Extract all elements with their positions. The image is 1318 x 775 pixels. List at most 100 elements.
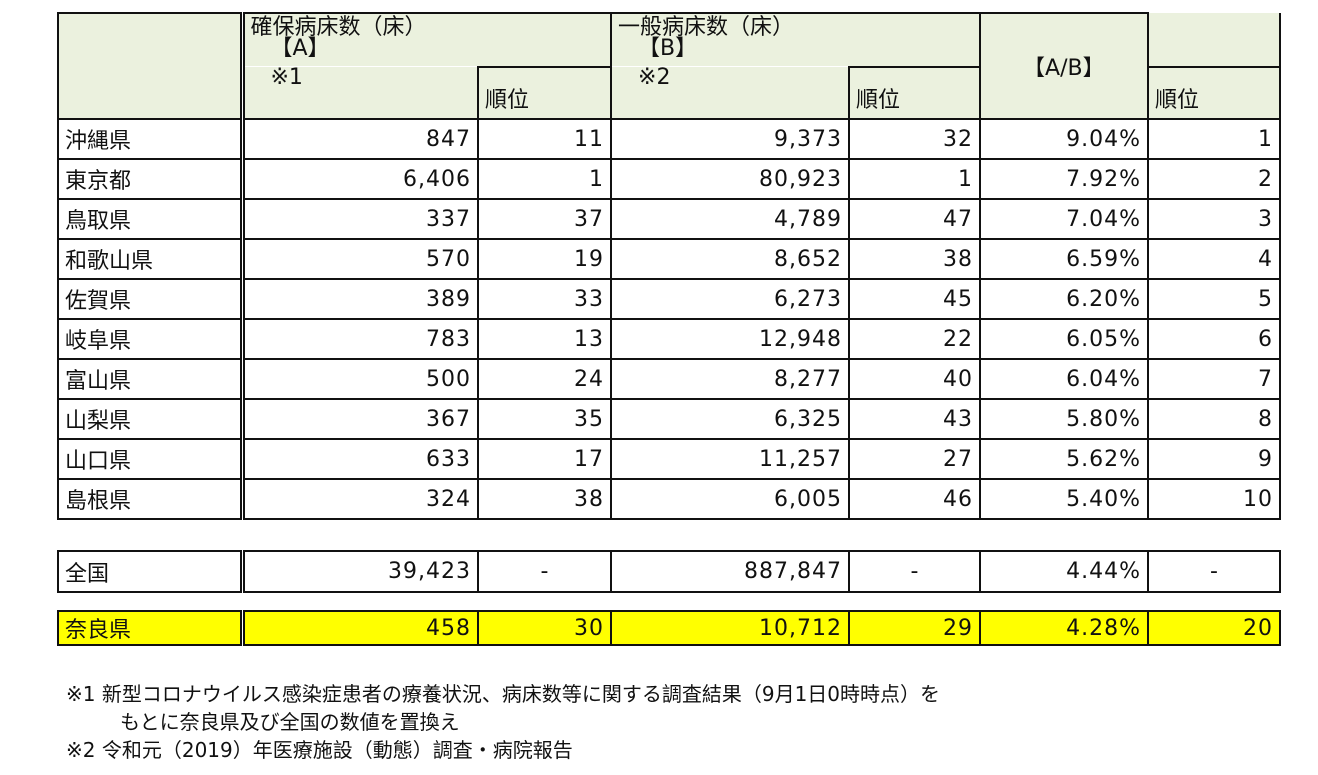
secured-rank: 35: [476, 398, 613, 440]
general-beds: 11,257: [610, 438, 851, 480]
secured-rank: 17: [476, 438, 613, 480]
table-row: 山梨県 367 35 6,325 43 5.80% 8: [57, 398, 1282, 440]
secured-rank: 13: [476, 318, 613, 360]
header-general-beds: 一般病床数（床） 【B】: [610, 12, 982, 67]
secured-beds: 570: [241, 238, 479, 280]
header-general-rank: 順位: [848, 66, 982, 120]
general-rank: 27: [848, 438, 982, 480]
general-beds: 12,948: [610, 318, 851, 360]
national-ratio: 4.44%: [979, 550, 1149, 593]
table-row: 島根県 324 38 6,005 46 5.40% 10: [57, 478, 1282, 520]
national-table: 全国 39,423 - 887,847 - 4.44% -: [57, 550, 1281, 593]
ratio-rank: 4: [1147, 238, 1282, 280]
secured-rank: 19: [476, 238, 613, 280]
national-row: 全国 39,423 - 887,847 - 4.44% -: [57, 550, 1281, 593]
national-secured-beds: 39,423: [241, 550, 479, 593]
pref-name: 富山県: [57, 358, 245, 400]
secured-rank: 33: [476, 278, 613, 320]
pref-name: 佐賀県: [57, 278, 245, 320]
nara-general-rank: 29: [848, 610, 981, 646]
nara-ratio-rank: 20: [1147, 610, 1281, 646]
header-ratio-rank: 順位: [1147, 66, 1282, 120]
general-rank: 43: [848, 398, 982, 440]
secured-beds: 389: [241, 278, 479, 320]
header-secured-beds: 確保病床数（床） 【A】: [240, 12, 613, 67]
footnote-1-continued: もとに奈良県及び全国の数値を置換え: [120, 710, 460, 734]
pref-name: 東京都: [57, 158, 245, 200]
ratio: 6.05%: [979, 318, 1150, 360]
general-beds: 80,923: [610, 158, 851, 200]
national-ratio-rank: -: [1147, 550, 1281, 593]
general-rank: 38: [848, 238, 982, 280]
ratio: 6.59%: [979, 238, 1150, 280]
general-beds: 8,652: [610, 238, 851, 280]
ratio: 7.04%: [979, 198, 1150, 240]
national-label: 全国: [57, 550, 245, 593]
nara-table: 奈良県 458 30 10,712 29 4.28% 20: [57, 610, 1281, 646]
secured-beds: 633: [241, 438, 479, 480]
general-beds: 9,373: [610, 118, 851, 160]
secured-beds: 337: [241, 198, 479, 240]
table-row: 沖縄県 847 11 9,373 32 9.04% 1: [57, 118, 1282, 160]
secured-rank: 11: [476, 118, 613, 160]
pref-name: 沖縄県: [57, 118, 245, 160]
footnote-2: ※2 令和元（2019）年医療施設（動態）調査・病院報告: [66, 738, 573, 762]
general-rank: 46: [848, 478, 982, 520]
nara-label: 奈良県: [57, 610, 245, 646]
pref-name: 山口県: [57, 438, 245, 480]
nara-row: 奈良県 458 30 10,712 29 4.28% 20: [57, 610, 1281, 646]
pref-name: 山梨県: [57, 398, 245, 440]
ratio-rank: 8: [1147, 398, 1282, 440]
ratio-rank: 2: [1147, 158, 1282, 200]
general-rank: 45: [848, 278, 982, 320]
secured-beds: 500: [241, 358, 479, 400]
ratio: 9.04%: [979, 118, 1150, 160]
general-rank: 22: [848, 318, 982, 360]
national-general-rank: -: [848, 550, 981, 593]
general-beds: 4,789: [610, 198, 851, 240]
national-secured-rank: -: [477, 550, 612, 593]
general-rank: 40: [848, 358, 982, 400]
general-beds: 6,005: [610, 478, 851, 520]
header-secured-beds-note: ※1: [241, 67, 479, 120]
footnotes: ※1 新型コロナウイルス感染症患者の療養状況、病床数等に関する調査結果（9月1日…: [66, 680, 940, 764]
ratio-rank: 5: [1147, 278, 1282, 320]
table-row: 佐賀県 389 33 6,273 45 6.20% 5: [57, 278, 1282, 320]
general-beds: 6,325: [610, 398, 851, 440]
ratio-rank: 7: [1147, 358, 1282, 400]
ratio: 5.62%: [979, 438, 1150, 480]
nara-secured-rank: 30: [477, 610, 612, 646]
header-corner: [57, 12, 245, 120]
pref-name: 岐阜県: [57, 318, 245, 360]
header-general-beds-note: ※2: [610, 67, 851, 120]
pref-name: 島根県: [57, 478, 245, 520]
ratio-rank: 6: [1147, 318, 1282, 360]
ratio-rank: 9: [1147, 438, 1282, 480]
nara-general-beds: 10,712: [610, 610, 850, 646]
general-beds: 8,277: [610, 358, 851, 400]
general-rank: 32: [848, 118, 982, 160]
secured-beds: 783: [241, 318, 479, 360]
ratio-rank: 3: [1147, 198, 1282, 240]
general-rank: 1: [848, 158, 982, 200]
secured-rank: 1: [476, 158, 613, 200]
table-row: 和歌山県 570 19 8,652 38 6.59% 4: [57, 238, 1282, 280]
ratio: 5.40%: [979, 478, 1150, 520]
secured-rank: 38: [476, 478, 613, 520]
national-general-beds: 887,847: [610, 550, 850, 593]
secured-beds: 6,406: [241, 158, 479, 200]
general-rank: 47: [848, 198, 982, 240]
ratio-rank: 1: [1147, 118, 1282, 160]
secured-beds: 367: [241, 398, 479, 440]
table-row: 岐阜県 783 13 12,948 22 6.05% 6: [57, 318, 1282, 360]
footnote-1: ※1 新型コロナウイルス感染症患者の療養状況、病床数等に関する調査結果（9月1日…: [66, 682, 941, 706]
general-beds: 6,273: [610, 278, 851, 320]
nara-secured-beds: 458: [241, 610, 479, 646]
secured-rank: 37: [476, 198, 613, 240]
secured-beds: 847: [241, 118, 479, 160]
table-row: 山口県 633 17 11,257 27 5.62% 9: [57, 438, 1282, 480]
secured-rank: 24: [476, 358, 613, 400]
bed-ratio-table: 確保病床数（床） 【A】 一般病床数（床） 【B】 【A/B】 ※1 順位 ※2…: [57, 12, 1282, 520]
ratio-rank: 10: [1147, 478, 1282, 520]
nara-ratio: 4.28%: [979, 610, 1149, 646]
